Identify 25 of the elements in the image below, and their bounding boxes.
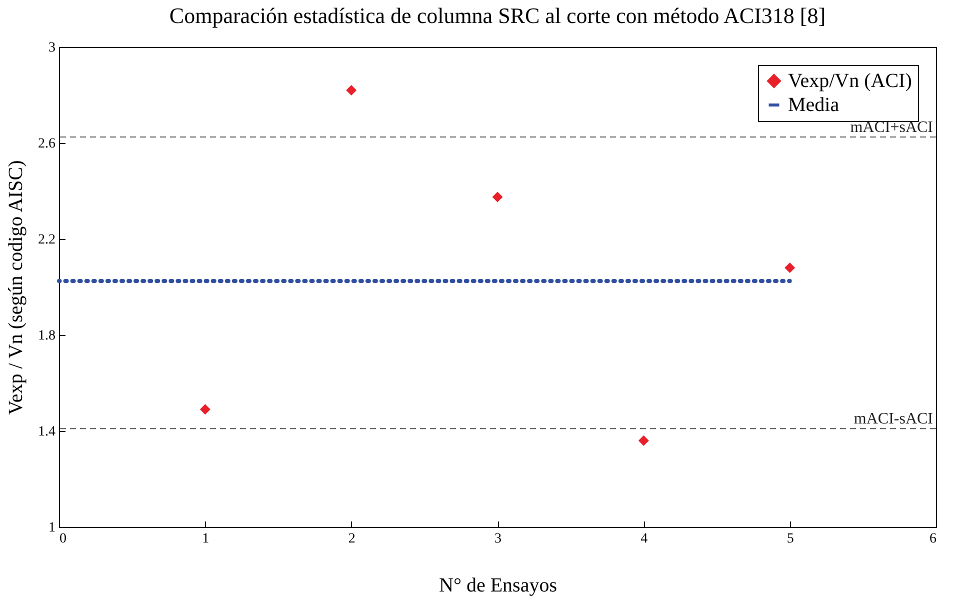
- y-axis-title: Vexp / Vn (según codigo AISC): [5, 160, 27, 415]
- x-tick-label: 0: [60, 532, 66, 546]
- y-tick-label: 1.4: [38, 424, 56, 440]
- y-tick-label: 1.8: [38, 328, 56, 344]
- point: [492, 192, 503, 202]
- y-tick-label: 2.2: [38, 232, 56, 248]
- x-tick-label: 3: [494, 532, 502, 546]
- x-tick-label: 6: [930, 532, 936, 546]
- point: [784, 262, 796, 274]
- x-tick-label: 4: [640, 532, 648, 546]
- ref-line-label: mACI+sACI: [850, 119, 933, 136]
- chart-title: Comparación estadística de columna SRC al corte con método ACI318 [8]: [169, 3, 826, 28]
- y-tick-label: 1: [48, 520, 56, 536]
- y-tick-label: 3: [48, 40, 56, 56]
- ref-line-label: mACI-sACI: [854, 410, 933, 428]
- legend-label: Media: [788, 94, 840, 116]
- x-tick-label: 5: [786, 532, 794, 546]
- point: [200, 404, 210, 415]
- x-tick-label: 1: [202, 532, 210, 546]
- point: [346, 84, 357, 96]
- point: [638, 435, 649, 446]
- x-axis-title: N° de Ensayos: [439, 574, 558, 596]
- legend-label: Vexp/Vn (ACI): [788, 70, 912, 92]
- y-tick-label: 2.6: [38, 136, 56, 152]
- x-tick-label: 2: [348, 532, 356, 546]
